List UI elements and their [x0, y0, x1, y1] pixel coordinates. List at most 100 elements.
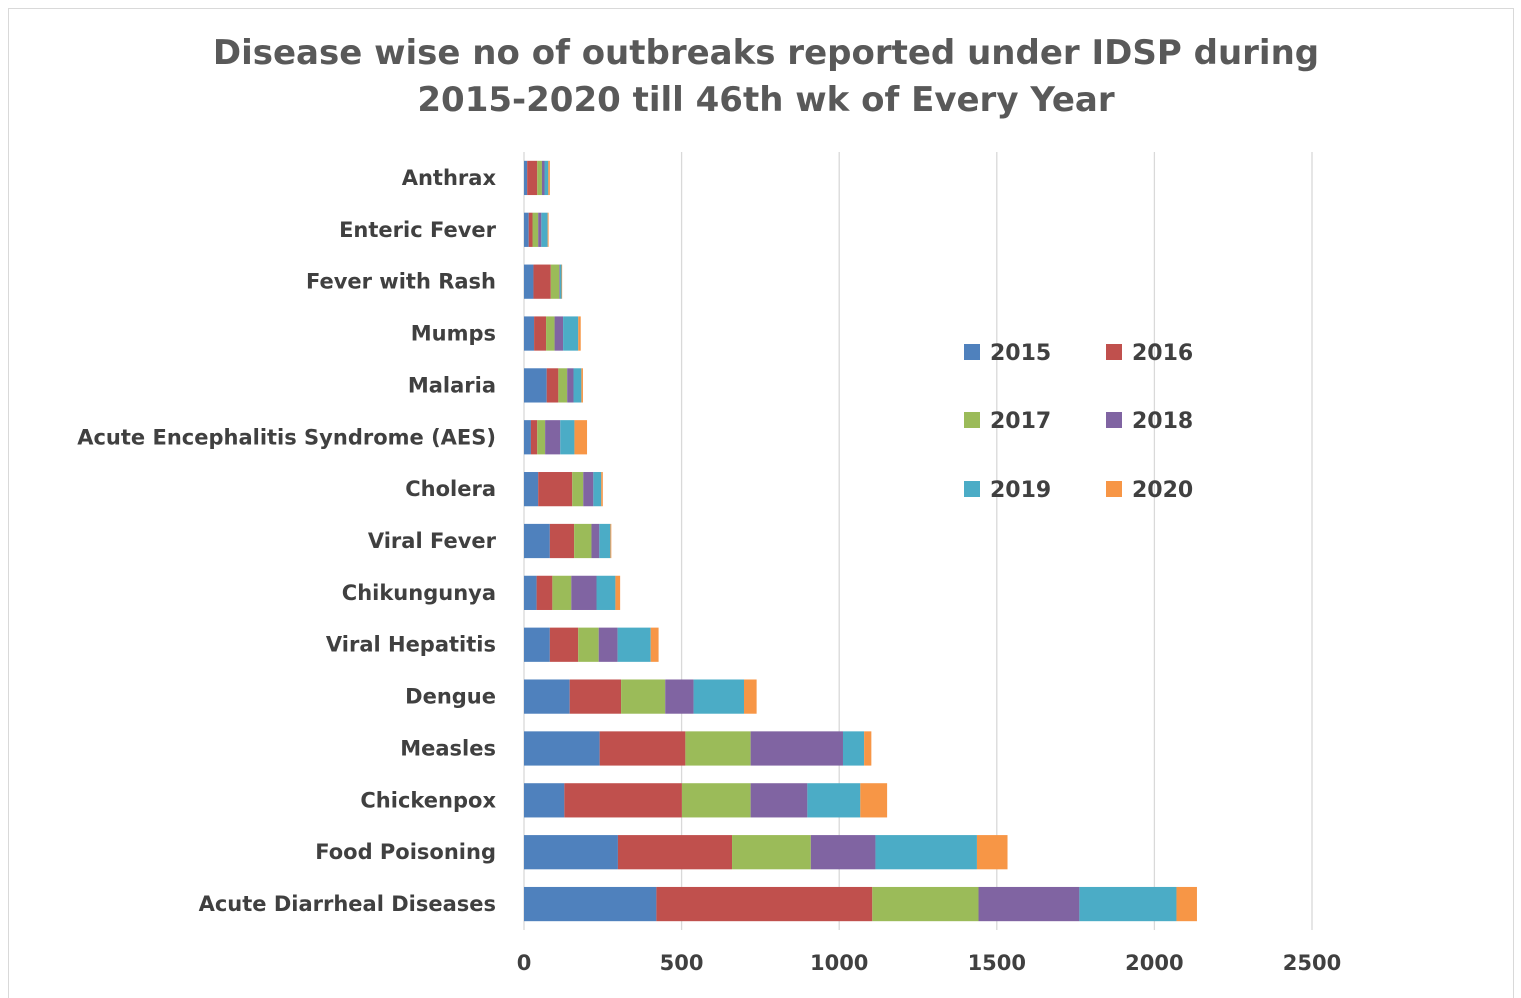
legend-item-2016: 2016 [1106, 341, 1193, 366]
bar-malaria-2019 [573, 368, 582, 403]
bar-chickenpox-2017 [681, 783, 751, 818]
bar-anthrax-2019 [544, 160, 549, 196]
bar-viral-fever-2018 [591, 523, 600, 559]
category-label-chickenpox: Chickenpox [360, 788, 496, 812]
category-label-malaria: Malaria [408, 373, 496, 397]
bar-viral-fever-2019 [599, 523, 611, 559]
bar-enteric-fever-2018 [538, 212, 542, 247]
bar-fever-with-rash-2018 [559, 264, 560, 299]
bar-dengue-2017 [621, 679, 666, 714]
bar-measles-2017 [685, 731, 751, 766]
category-label-viral-hepatitis: Viral Hepatitis [326, 633, 496, 657]
bar-acute-diarrheal-diseases-2019 [1079, 886, 1177, 922]
bar-food-poisoning-2020 [976, 835, 1008, 870]
chart-title: Disease wise no of outbreaks reported un… [213, 33, 1319, 120]
bar-enteric-fever-2019 [541, 212, 548, 247]
bar-malaria-2017 [558, 368, 568, 403]
bar-measles-2018 [750, 731, 843, 766]
category-label-acute-diarrheal-diseases: Acute Diarrheal Diseases [199, 892, 496, 916]
bar-acute-diarrheal-diseases-2015 [524, 886, 657, 922]
bar-malaria-2015 [524, 368, 547, 403]
bar-acute-diarrheal-diseases-2020 [1176, 886, 1197, 922]
legend-label-2020: 2020 [1132, 478, 1193, 503]
bar-mumps-2018 [554, 316, 564, 351]
bar-enteric-fever-2016 [528, 212, 533, 247]
bar-acute-diarrheal-diseases-2018 [978, 886, 1080, 922]
bar-enteric-fever-2020 [547, 212, 549, 247]
bars [524, 160, 1197, 922]
bar-chikungunya-2020 [615, 575, 621, 610]
category-label-cholera: Cholera [405, 477, 496, 501]
bar-viral-hepatitis-2018 [598, 627, 618, 662]
bar-chikungunya-2018 [571, 575, 597, 610]
legend-swatch-2018 [1106, 412, 1122, 428]
category-labels: Anthrax Enteric Fever Fever with Rash Mumps… [77, 166, 496, 916]
x-tick-label-1500: 1500 [968, 951, 1026, 975]
bar-chickenpox-2019 [807, 783, 861, 818]
bar-chickenpox-2020 [860, 783, 888, 818]
bar-malaria-2018 [567, 368, 574, 403]
bar-cholera-2016 [538, 472, 573, 507]
bar-anthrax-2020 [548, 160, 550, 196]
category-label-food-poisoning: Food Poisoning [315, 840, 496, 864]
x-tick-label-2500: 2500 [1283, 951, 1341, 975]
legend-label-2016: 2016 [1132, 341, 1193, 366]
bar-fever-with-rash-2015 [524, 264, 534, 299]
bar-acute-encephalitis-syndrome-aes-2017 [537, 420, 546, 455]
bar-fever-with-rash-2017 [550, 264, 560, 299]
bar-chickenpox-2018 [750, 783, 808, 818]
category-label-viral-fever: Viral Fever [368, 529, 497, 553]
x-tick-labels: 0 500 1000 1500 2000 2500 [517, 951, 1342, 975]
bar-dengue-2019 [693, 679, 745, 714]
bar-viral-fever-2016 [549, 523, 575, 559]
bar-dengue-2020 [744, 679, 757, 714]
x-tick-label-1000: 1000 [810, 951, 868, 975]
bar-viral-fever-2017 [574, 523, 592, 559]
chart-title-line-1: Disease wise no of outbreaks reported un… [213, 33, 1319, 73]
bar-food-poisoning-2018 [810, 835, 876, 870]
bar-measles-2016 [599, 731, 686, 766]
legend-swatch-2017 [964, 412, 980, 428]
category-label-acute-encephalitis-syndrome-aes: Acute Encephalitis Syndrome (AES) [77, 425, 496, 449]
legend-label-2019: 2019 [990, 478, 1051, 503]
chart-frame [8, 8, 1514, 998]
bar-mumps-2015 [524, 316, 535, 351]
bar-anthrax-2018 [541, 160, 545, 196]
bar-anthrax-2015 [524, 160, 528, 196]
category-label-mumps: Mumps [411, 322, 496, 346]
bar-cholera-2020 [601, 472, 603, 507]
legend-item-2019: 2019 [964, 478, 1051, 503]
bar-enteric-fever-2015 [524, 212, 529, 247]
legend-label-2018: 2018 [1132, 409, 1193, 434]
bar-food-poisoning-2017 [732, 835, 811, 870]
bar-chickenpox-2015 [524, 783, 565, 818]
bar-malaria-2020 [581, 368, 583, 403]
bar-viral-fever-2015 [524, 523, 550, 559]
bar-enteric-fever-2017 [532, 212, 539, 247]
x-tick-label-500: 500 [660, 951, 704, 975]
bar-cholera-2018 [583, 472, 594, 507]
legend-label-2015: 2015 [990, 341, 1051, 366]
bar-acute-diarrheal-diseases-2016 [656, 886, 873, 922]
bar-chickenpox-2016 [564, 783, 682, 818]
bar-acute-encephalitis-syndrome-aes-2020 [574, 420, 588, 455]
bar-food-poisoning-2015 [524, 835, 618, 870]
legend-item-2018: 2018 [1106, 409, 1193, 434]
bar-fever-with-rash-2019 [559, 264, 562, 299]
category-label-enteric-fever: Enteric Fever [339, 218, 497, 242]
bar-cholera-2019 [593, 472, 602, 507]
bar-viral-hepatitis-2017 [578, 627, 599, 662]
x-tick-label-2000: 2000 [1125, 951, 1183, 975]
bar-measles-2019 [842, 731, 865, 766]
bar-chikungunya-2017 [552, 575, 572, 610]
legend-label-2017: 2017 [990, 409, 1051, 434]
bar-chikungunya-2015 [524, 575, 537, 610]
chart-title-line-2: 2015-2020 till 46th wk of Every Year [417, 80, 1114, 120]
bar-acute-encephalitis-syndrome-aes-2019 [560, 420, 575, 455]
bar-viral-hepatitis-2020 [650, 627, 659, 662]
x-tick-label-0: 0 [517, 951, 532, 975]
bar-acute-encephalitis-syndrome-aes-2016 [530, 420, 538, 455]
category-label-dengue: Dengue [405, 685, 496, 709]
bar-food-poisoning-2016 [617, 835, 733, 870]
